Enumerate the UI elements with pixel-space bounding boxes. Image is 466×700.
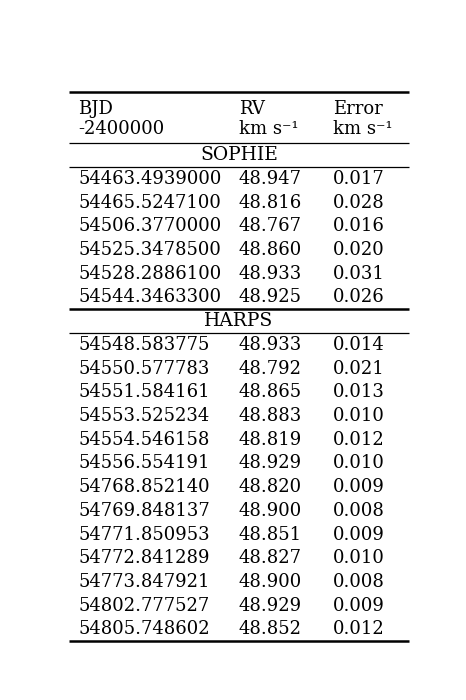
Text: 0.013: 0.013: [333, 384, 384, 401]
Text: 48.929: 48.929: [239, 454, 302, 472]
Text: 48.925: 48.925: [239, 288, 302, 307]
Text: 48.767: 48.767: [239, 217, 302, 235]
Text: RV: RV: [239, 100, 265, 118]
Text: BJD: BJD: [78, 100, 113, 118]
Text: 0.026: 0.026: [333, 288, 384, 307]
Text: 0.021: 0.021: [333, 360, 384, 377]
Text: 54528.2886100: 54528.2886100: [78, 265, 221, 283]
Text: 48.820: 48.820: [239, 478, 302, 496]
Text: 0.009: 0.009: [333, 597, 384, 615]
Text: 0.009: 0.009: [333, 478, 384, 496]
Text: 54463.4939000: 54463.4939000: [78, 170, 221, 188]
Text: 0.031: 0.031: [333, 265, 384, 283]
Text: 48.933: 48.933: [239, 336, 302, 354]
Text: 54465.5247100: 54465.5247100: [78, 194, 221, 211]
Text: 48.900: 48.900: [239, 502, 302, 520]
Text: 54548.583775: 54548.583775: [78, 336, 210, 354]
Text: 54802.777527: 54802.777527: [78, 597, 209, 615]
Text: 54768.852140: 54768.852140: [78, 478, 210, 496]
Text: 54550.577783: 54550.577783: [78, 360, 210, 377]
Text: 48.851: 48.851: [239, 526, 302, 544]
Text: 54553.525234: 54553.525234: [78, 407, 209, 425]
Text: 0.010: 0.010: [333, 454, 384, 472]
Text: 48.865: 48.865: [239, 384, 302, 401]
Text: 54525.3478500: 54525.3478500: [78, 241, 221, 259]
Text: 54544.3463300: 54544.3463300: [78, 288, 221, 307]
Text: 0.012: 0.012: [333, 430, 384, 449]
Text: 0.010: 0.010: [333, 550, 384, 567]
Text: 48.819: 48.819: [239, 430, 302, 449]
Text: 48.933: 48.933: [239, 265, 302, 283]
Text: 48.852: 48.852: [239, 620, 302, 638]
Text: 0.020: 0.020: [333, 241, 384, 259]
Text: 48.883: 48.883: [239, 407, 302, 425]
Text: 48.860: 48.860: [239, 241, 302, 259]
Text: 54554.546158: 54554.546158: [78, 430, 210, 449]
Text: 0.016: 0.016: [333, 217, 384, 235]
Text: 0.012: 0.012: [333, 620, 384, 638]
Text: 54771.850953: 54771.850953: [78, 526, 210, 544]
Text: 54773.847921: 54773.847921: [78, 573, 210, 591]
Text: 0.014: 0.014: [333, 336, 384, 354]
Text: km s⁻¹: km s⁻¹: [239, 120, 298, 139]
Text: 48.792: 48.792: [239, 360, 302, 377]
Text: 54769.848137: 54769.848137: [78, 502, 210, 520]
Text: 54506.3770000: 54506.3770000: [78, 217, 221, 235]
Text: HARPS: HARPS: [204, 312, 274, 330]
Text: 48.816: 48.816: [239, 194, 302, 211]
Text: 0.008: 0.008: [333, 573, 384, 591]
Text: 0.028: 0.028: [333, 194, 384, 211]
Text: 0.017: 0.017: [333, 170, 384, 188]
Text: SOPHIE: SOPHIE: [200, 146, 278, 164]
Text: Error: Error: [333, 100, 383, 118]
Text: 54772.841289: 54772.841289: [78, 550, 210, 567]
Text: 0.010: 0.010: [333, 407, 384, 425]
Text: 54805.748602: 54805.748602: [78, 620, 210, 638]
Text: 48.900: 48.900: [239, 573, 302, 591]
Text: -2400000: -2400000: [78, 120, 164, 139]
Text: 54556.554191: 54556.554191: [78, 454, 210, 472]
Text: 0.008: 0.008: [333, 502, 384, 520]
Text: 54551.584161: 54551.584161: [78, 384, 210, 401]
Text: km s⁻¹: km s⁻¹: [333, 120, 392, 139]
Text: 0.009: 0.009: [333, 526, 384, 544]
Text: 48.947: 48.947: [239, 170, 302, 188]
Text: 48.827: 48.827: [239, 550, 302, 567]
Text: 48.929: 48.929: [239, 597, 302, 615]
